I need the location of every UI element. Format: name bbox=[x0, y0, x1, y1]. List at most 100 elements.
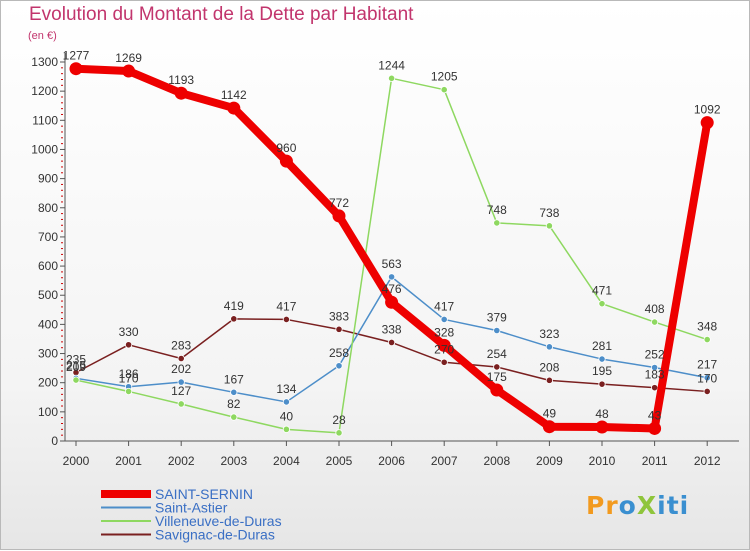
data-label: 215 bbox=[66, 358, 86, 372]
legend-label-saint-astier: Saint-Astier bbox=[155, 500, 228, 516]
y-tick-label: 100 bbox=[38, 405, 58, 419]
data-point bbox=[122, 64, 136, 78]
data-point bbox=[703, 335, 711, 344]
data-label: 175 bbox=[487, 370, 507, 384]
proxiti-logo: ProXiti bbox=[586, 491, 690, 520]
data-label: 1193 bbox=[168, 73, 194, 87]
data-point bbox=[125, 387, 133, 396]
x-tick-label: 2003 bbox=[220, 454, 247, 468]
y-tick-label: 1200 bbox=[31, 84, 58, 98]
chart-title: Evolution du Montant de la Dette par Hab… bbox=[29, 4, 414, 25]
x-tick-label: 2005 bbox=[326, 454, 353, 468]
data-label: 183 bbox=[645, 368, 665, 382]
data-label: 748 bbox=[487, 203, 507, 217]
data-point bbox=[387, 273, 396, 281]
data-point bbox=[335, 362, 343, 370]
data-point bbox=[542, 420, 556, 434]
data-label: 476 bbox=[382, 282, 402, 296]
data-point bbox=[493, 219, 501, 227]
data-label: 1092 bbox=[694, 103, 721, 117]
data-point bbox=[490, 383, 504, 397]
data-point bbox=[650, 363, 659, 372]
data-label: 417 bbox=[276, 299, 296, 313]
data-point bbox=[279, 154, 293, 168]
data-label: 1277 bbox=[63, 49, 90, 63]
y-tick-label: 700 bbox=[38, 230, 58, 244]
y-tick-label: 1100 bbox=[32, 113, 58, 127]
data-label: 43 bbox=[648, 408, 662, 422]
data-label: 254 bbox=[487, 347, 507, 361]
data-point bbox=[335, 429, 343, 437]
y-tick-label: 300 bbox=[38, 347, 58, 361]
data-point bbox=[282, 315, 290, 324]
data-point bbox=[282, 398, 290, 406]
data-label: 1205 bbox=[431, 70, 458, 84]
x-tick-label: 2009 bbox=[536, 454, 563, 468]
x-tick-label: 2007 bbox=[431, 454, 458, 468]
x-tick-label: 2001 bbox=[115, 454, 142, 468]
data-point bbox=[648, 421, 662, 435]
data-label: 134 bbox=[276, 382, 296, 396]
x-tick-label: 2012 bbox=[694, 454, 721, 468]
data-label: 252 bbox=[645, 348, 665, 362]
data-label: 772 bbox=[329, 196, 349, 210]
x-tick-label: 2004 bbox=[273, 454, 300, 468]
y-tick-label: 1000 bbox=[31, 142, 58, 156]
data-point bbox=[335, 325, 343, 333]
data-point bbox=[598, 300, 606, 308]
x-tick-label: 2011 bbox=[642, 454, 668, 468]
data-point bbox=[598, 380, 606, 388]
data-point bbox=[230, 388, 238, 396]
data-point bbox=[230, 315, 238, 323]
data-label: 417 bbox=[434, 299, 454, 313]
data-point bbox=[700, 116, 714, 130]
data-point bbox=[545, 222, 554, 230]
data-label: 348 bbox=[697, 320, 717, 334]
data-label: 208 bbox=[539, 360, 559, 374]
data-label: 170 bbox=[697, 371, 717, 385]
data-point bbox=[72, 376, 80, 384]
data-point bbox=[385, 295, 399, 309]
data-label: 49 bbox=[543, 407, 557, 421]
data-point bbox=[598, 355, 606, 363]
y-tick-label: 1300 bbox=[31, 55, 58, 69]
x-tick-label: 2006 bbox=[378, 454, 405, 468]
data-label: 419 bbox=[224, 299, 244, 313]
y-tick-label: 400 bbox=[38, 317, 58, 331]
y-tick-label: 900 bbox=[38, 172, 58, 186]
data-point bbox=[493, 363, 501, 371]
data-point bbox=[650, 318, 659, 326]
data-label: 408 bbox=[645, 302, 665, 316]
legend-label-villeneuve-de-duras: Villeneuve-de-Duras bbox=[155, 513, 282, 529]
y-tick-label: 800 bbox=[38, 201, 58, 215]
y-tick-label: 200 bbox=[38, 376, 58, 390]
data-label: 28 bbox=[332, 413, 346, 427]
x-tick-label: 2002 bbox=[168, 454, 195, 468]
data-point bbox=[703, 387, 711, 396]
data-label: 202 bbox=[171, 362, 191, 376]
data-point bbox=[125, 341, 133, 349]
data-label: 235 bbox=[66, 352, 86, 366]
data-label: 960 bbox=[276, 141, 296, 155]
y-tick-label: 500 bbox=[38, 288, 58, 302]
data-label: 379 bbox=[487, 311, 507, 325]
data-point bbox=[493, 326, 501, 335]
data-point bbox=[332, 209, 346, 223]
data-point bbox=[545, 343, 554, 351]
legend-label-savignac-de-duras: Savignac-de-Duras bbox=[155, 527, 275, 543]
data-label: 40 bbox=[280, 409, 294, 423]
data-point bbox=[227, 101, 241, 115]
data-label: 328 bbox=[434, 325, 454, 339]
data-label: 82 bbox=[227, 397, 241, 411]
data-label: 270 bbox=[434, 342, 454, 356]
data-label: 283 bbox=[171, 338, 191, 352]
data-point bbox=[703, 374, 711, 382]
data-point bbox=[440, 86, 448, 94]
unit-label: (en €) bbox=[28, 30, 57, 42]
data-label: 170 bbox=[119, 371, 139, 385]
data-label: 48 bbox=[595, 407, 609, 421]
data-label: 563 bbox=[382, 257, 402, 271]
data-label: 217 bbox=[697, 358, 717, 372]
data-label: 258 bbox=[329, 346, 349, 360]
